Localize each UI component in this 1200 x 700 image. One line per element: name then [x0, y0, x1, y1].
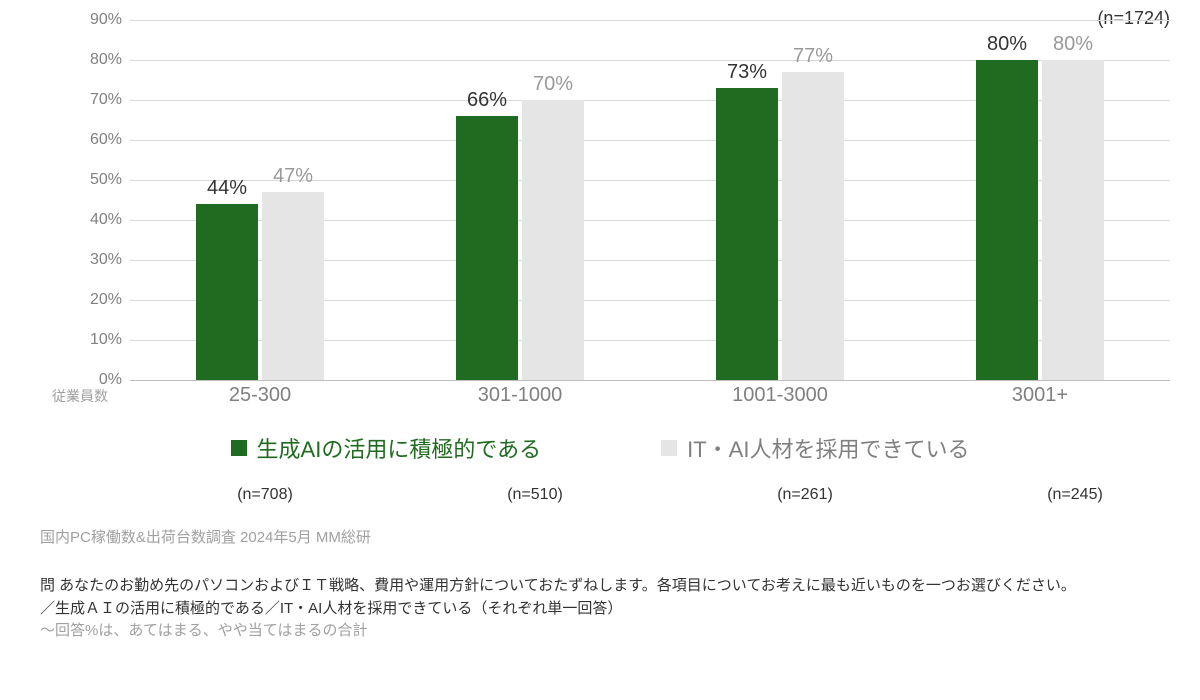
- group-n-label: (n=261): [670, 486, 940, 504]
- bar-value-label: 66%: [467, 89, 507, 112]
- group-n-row: (n=708)(n=510)(n=261)(n=245): [130, 486, 1200, 504]
- bar-value-label: 70%: [533, 73, 573, 96]
- bar: 80%: [976, 60, 1038, 380]
- y-tick-label: 30%: [90, 251, 122, 269]
- bar: 77%: [782, 72, 844, 380]
- bar-group: 66%70%: [390, 20, 650, 380]
- bar-value-label: 77%: [793, 45, 833, 68]
- legend-swatch: [231, 440, 247, 456]
- question-line: 問 あなたのお勤め先のパソコンおよびＩＴ戦略、費用や運用方針についておたずねしま…: [40, 575, 1180, 598]
- bar: 66%: [456, 116, 518, 380]
- bar-value-label: 73%: [727, 61, 767, 84]
- source-citation: 国内PC稼働数&出荷台数調査 2024年5月 MM総研: [40, 526, 1180, 547]
- bar: 44%: [196, 204, 258, 380]
- question-block: 問 あなたのお勤め先のパソコンおよびＩＴ戦略、費用や運用方針についておたずねしま…: [40, 575, 1180, 643]
- group-n-label: (n=510): [400, 486, 670, 504]
- y-tick-label: 50%: [90, 171, 122, 189]
- question-note: ～回答%は、あてはまる、やや当てはまるの合計: [40, 620, 1180, 643]
- y-tick-label: 80%: [90, 51, 122, 69]
- group-n-label: (n=708): [130, 486, 400, 504]
- legend: 生成AIの活用に積極的である IT・AI人材を採用できている: [20, 432, 1180, 464]
- y-tick-label: 40%: [90, 211, 122, 229]
- bar-group: 80%80%: [910, 20, 1170, 380]
- bar-group: 73%77%: [650, 20, 910, 380]
- bar: 47%: [262, 192, 324, 380]
- legend-item: IT・AI人材を採用できている: [661, 432, 969, 464]
- x-axis-title: 従業員数: [52, 386, 108, 406]
- y-tick-label: 10%: [90, 331, 122, 349]
- x-tick-label: 301-1000: [390, 380, 650, 410]
- y-tick-label: 70%: [90, 91, 122, 109]
- x-tick-label: 25-300: [130, 380, 390, 410]
- x-tick-label: 1001-3000: [650, 380, 910, 410]
- bar-value-label: 80%: [987, 33, 1027, 56]
- y-tick-label: 60%: [90, 131, 122, 149]
- group-n-label: (n=245): [940, 486, 1200, 504]
- bar-value-label: 44%: [207, 177, 247, 200]
- y-tick-label: 90%: [90, 11, 122, 29]
- bar-group: 44%47%: [130, 20, 390, 380]
- legend-label: IT・AI人材を採用できている: [687, 432, 969, 464]
- legend-label: 生成AIの活用に積極的である: [257, 432, 542, 464]
- question-line: ／生成ＡＩの活用に積極的である／IT・AI人材を採用できている（それぞれ単一回答…: [40, 598, 1180, 621]
- bar-value-label: 80%: [1053, 33, 1093, 56]
- y-tick-label: 20%: [90, 291, 122, 309]
- bar-value-label: 47%: [273, 165, 313, 188]
- bar: 80%: [1042, 60, 1104, 380]
- bar: 70%: [522, 100, 584, 380]
- bar: 73%: [716, 88, 778, 380]
- x-tick-label: 3001+: [910, 380, 1170, 410]
- bar-chart: 0%10%20%30%40%50%60%70%80%90%44%47%66%70…: [90, 20, 1170, 410]
- legend-item: 生成AIの活用に積極的である: [231, 432, 542, 464]
- legend-swatch: [661, 440, 677, 456]
